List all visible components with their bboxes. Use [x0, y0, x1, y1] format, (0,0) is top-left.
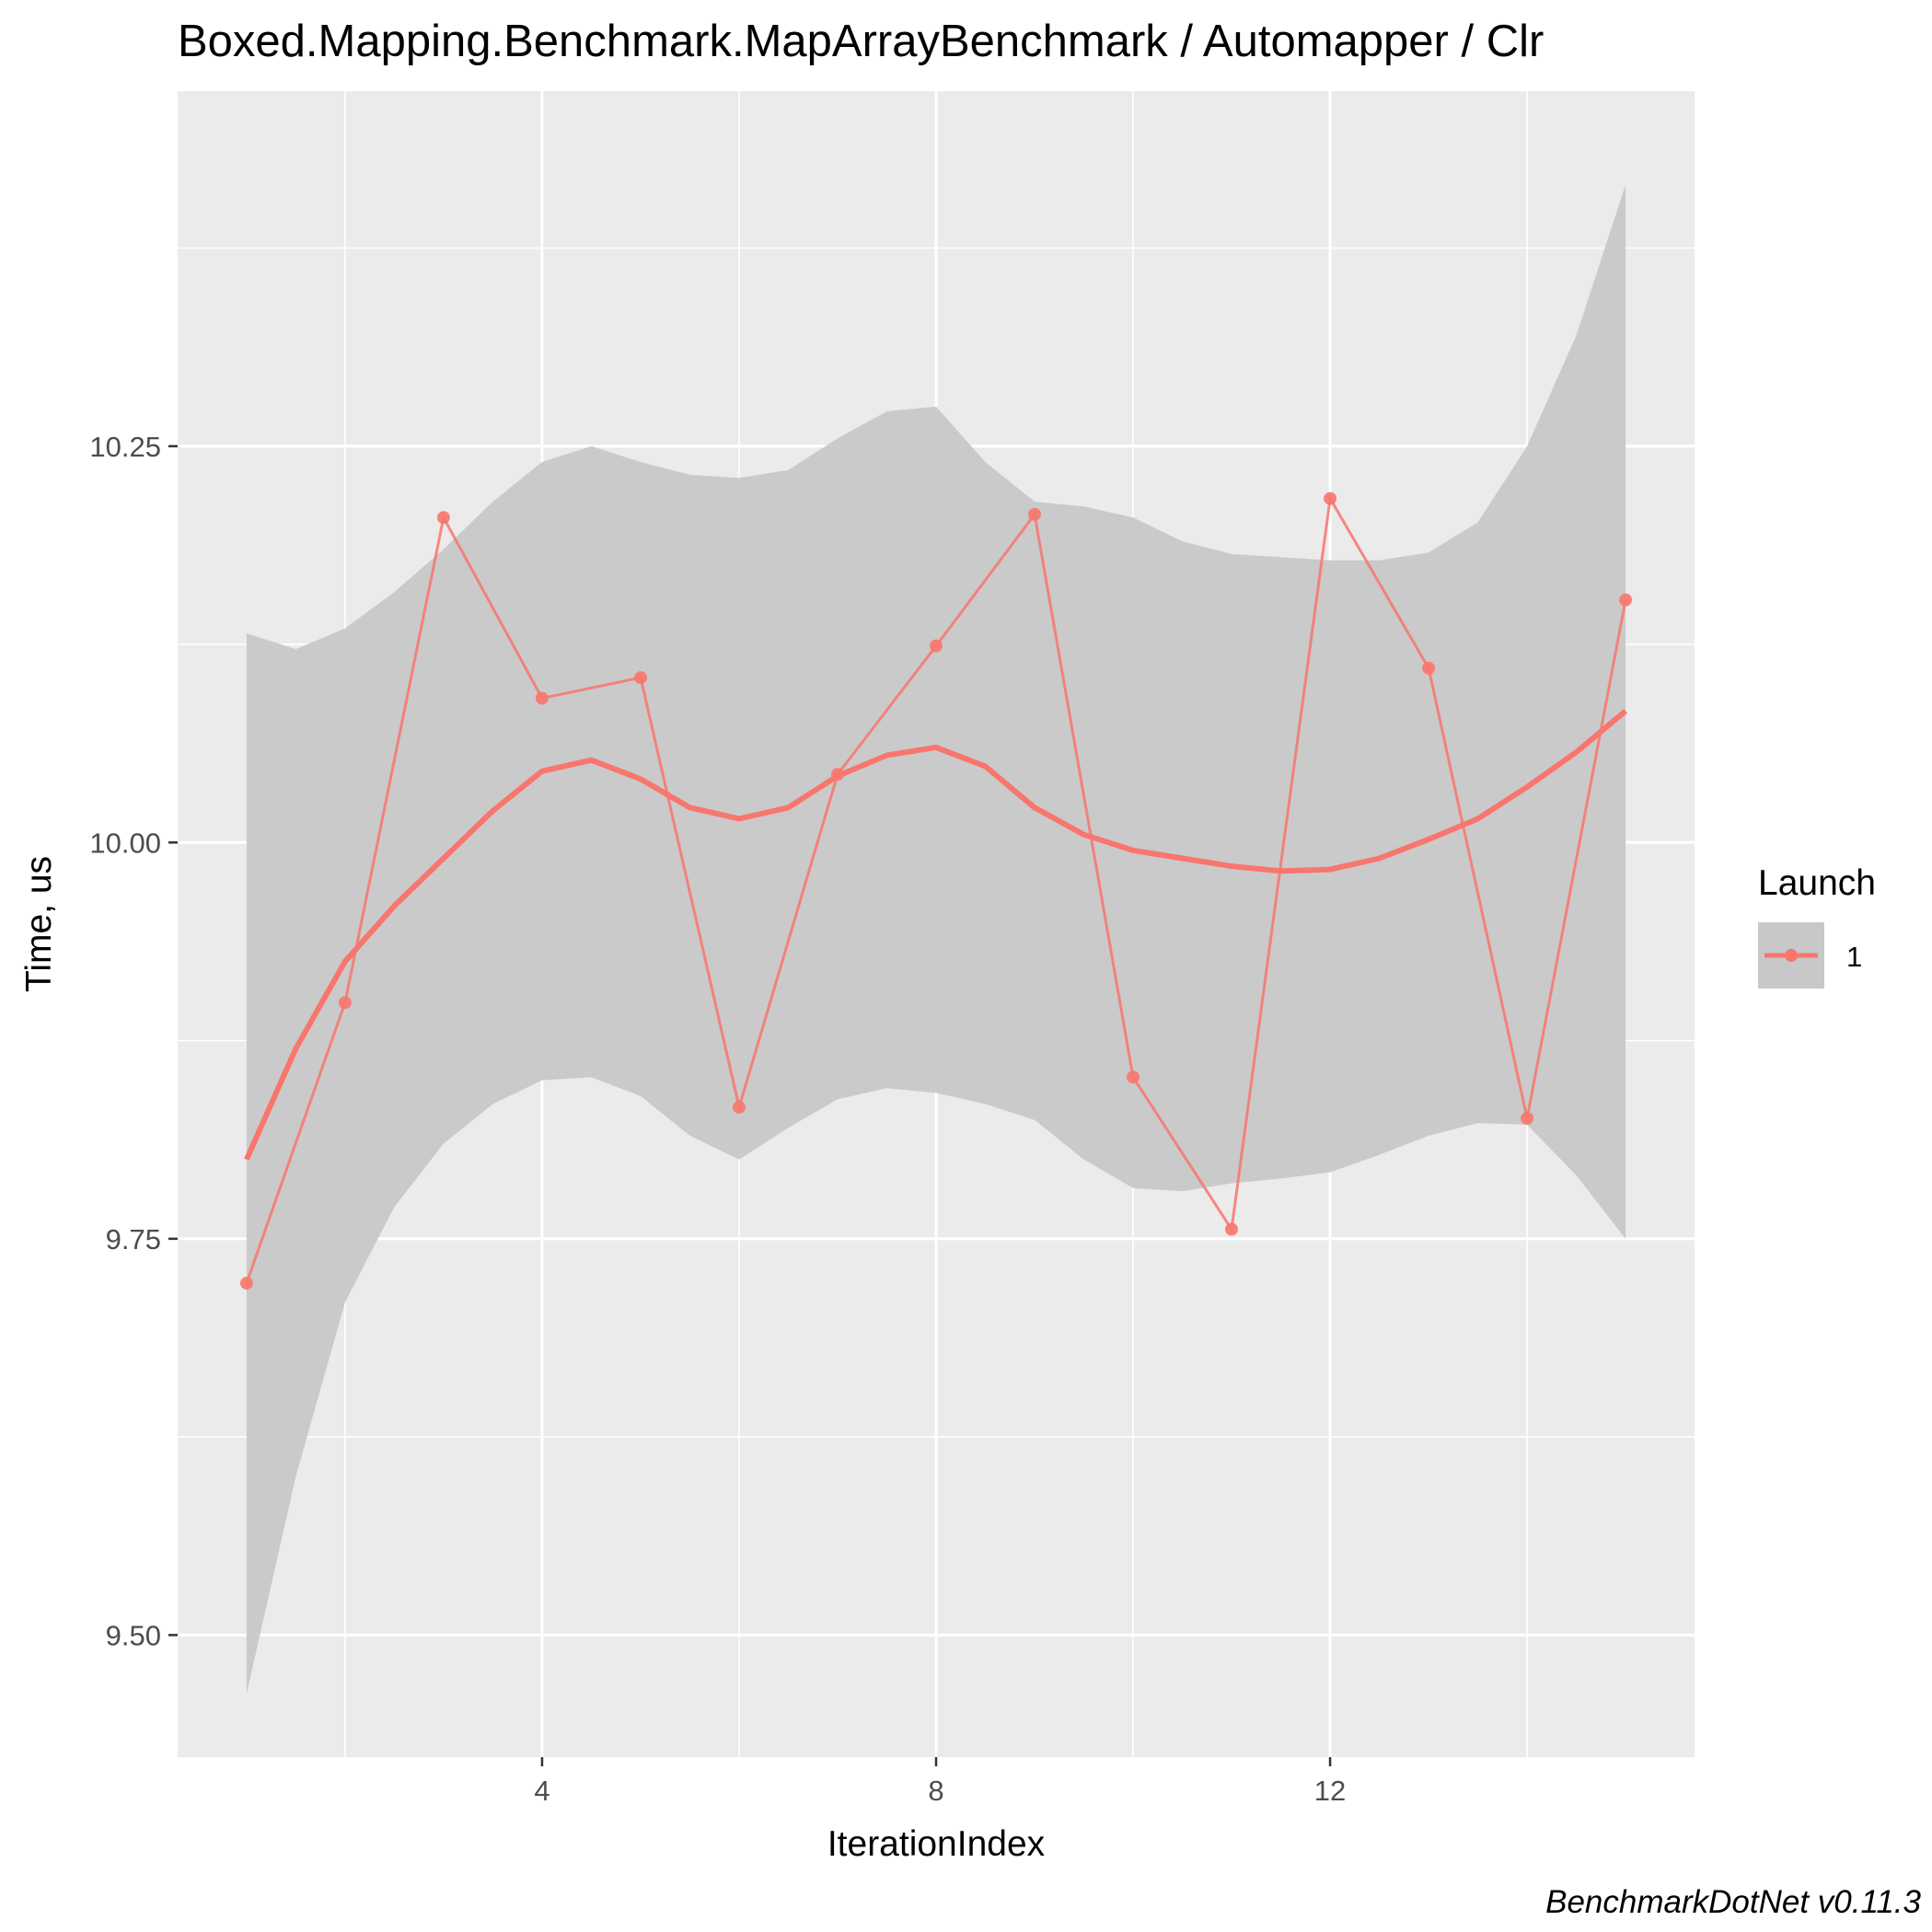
y-tick-label: 10.00	[89, 827, 161, 859]
x-tick-label: 8	[928, 1775, 943, 1807]
data-point	[1127, 1070, 1140, 1084]
data-point	[1225, 1222, 1238, 1236]
series-layer	[239, 492, 1633, 1290]
legend-key-point	[1785, 949, 1798, 962]
chart-title: Boxed.Mapping.Benchmark.MapArrayBenchmar…	[178, 17, 1544, 66]
y-tick-label: 9.50	[106, 1619, 161, 1651]
data-point	[1324, 492, 1337, 505]
y-tick-label: 9.75	[106, 1223, 161, 1255]
confidence-ribbon	[246, 184, 1626, 1695]
axes: 4 8 12 9.50 9.75 10.00 10.25	[89, 431, 1346, 1807]
data-point	[436, 511, 450, 525]
data-point	[1521, 1112, 1534, 1125]
confidence-band	[246, 184, 1626, 1695]
caption: BenchmarkDotNet v0.11.3	[1545, 1884, 1921, 1920]
y-axis-label: Time, us	[19, 856, 59, 992]
data-point	[1619, 593, 1633, 607]
x-tick-label: 12	[1314, 1775, 1346, 1807]
smooth-trend-line	[244, 709, 1628, 1161]
legend: Launch 1	[1758, 863, 1876, 989]
data-point	[239, 1277, 253, 1290]
data-point	[535, 691, 549, 705]
data-point	[1028, 507, 1041, 521]
x-axis-label: IterationIndex	[827, 1824, 1046, 1864]
x-tick-label: 4	[534, 1775, 550, 1807]
legend-title: Launch	[1758, 863, 1876, 903]
legend-entry-label: 1	[1846, 941, 1862, 973]
data-point	[1422, 661, 1436, 675]
data-point	[733, 1100, 746, 1114]
y-tick-label: 10.25	[89, 431, 161, 463]
data-point	[930, 639, 943, 653]
data-point	[634, 671, 647, 685]
data-point	[338, 996, 352, 1010]
data-point	[831, 768, 844, 781]
